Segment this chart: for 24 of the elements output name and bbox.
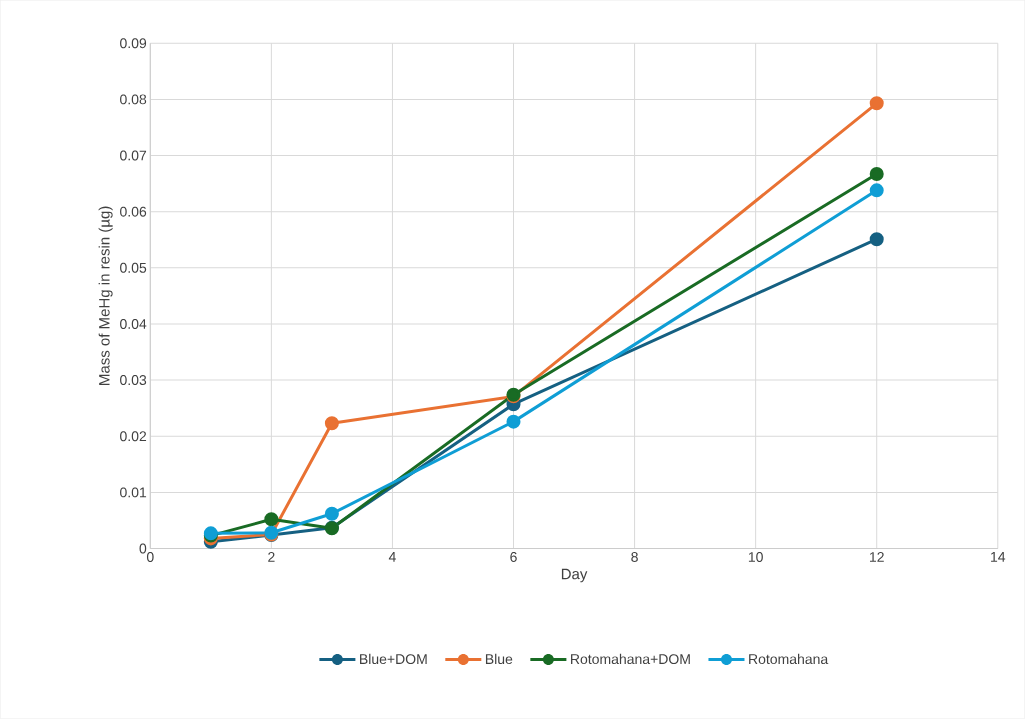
y-tick-label: 0 (139, 543, 147, 554)
x-axis-title: Day (561, 568, 588, 583)
y-tick-label: 0.05 (120, 262, 147, 273)
x-tick-label: 8 (631, 552, 638, 563)
y-tick-label: 0.07 (120, 150, 147, 161)
x-tick-label: 2 (268, 552, 275, 562)
legend-label: Blue+DOM (360, 653, 427, 665)
legend-label: Rotomahana (749, 653, 829, 665)
y-tick-label: 0.03 (120, 375, 147, 386)
y-tick-label: 0.04 (120, 319, 147, 330)
x-tick-label: 12 (869, 552, 884, 562)
x-tick-label: 10 (748, 552, 763, 563)
y-tick-label: 0.01 (120, 487, 147, 498)
y-tick-label: 0.06 (120, 206, 147, 217)
x-tick-label: 14 (991, 552, 1006, 562)
y-tick-label: 0.08 (120, 94, 147, 105)
x-tick-label: 4 (388, 552, 396, 562)
x-tick-label: 0 (146, 552, 154, 563)
legend-label: Blue (485, 653, 513, 665)
y-tick-label: 0.09 (120, 38, 147, 49)
x-tick-label: 6 (510, 552, 517, 563)
y-axis-title: Mass of MeHg in resin (µg) (98, 206, 113, 385)
y-tick-label: 0.02 (120, 431, 147, 442)
legend-label: Rotomahana+DOM (571, 653, 690, 665)
